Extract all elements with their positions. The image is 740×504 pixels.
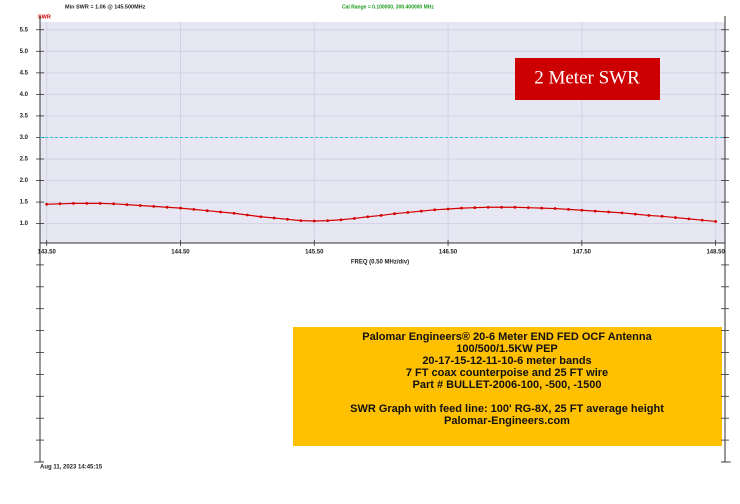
data-point (567, 207, 570, 211)
data-point (326, 219, 330, 222)
data-point (593, 209, 597, 213)
x-tick-label: 144.50 (171, 250, 190, 256)
data-point (553, 207, 557, 210)
y-tick-label: 3.0 (20, 135, 29, 141)
min-swr: Min SWR = 1.06 @ 145.500MHz (65, 4, 146, 10)
x-tick-label: 143.50 (38, 250, 57, 256)
data-point (647, 214, 651, 217)
note-line: Part # BULLET-2006-100, -500, -1500 (413, 379, 602, 391)
data-point (245, 213, 249, 217)
x-tick-label: 148.50 (706, 250, 725, 256)
timestamp: Aug 11, 2023 14:45:15 (40, 465, 103, 471)
chart-title: 2 Meter SWR (534, 67, 640, 88)
data-point (714, 220, 718, 223)
data-point (540, 206, 544, 210)
data-point (446, 207, 450, 211)
y-tick-label: 1.0 (20, 221, 29, 227)
data-point (152, 204, 156, 208)
data-point (486, 205, 490, 209)
data-point (138, 204, 142, 207)
cal-range: Cal Range = 0.100000, 300.400000 MHz (342, 4, 434, 10)
x-tick-label: 147.50 (573, 250, 592, 256)
note-line: 100/500/1.5KW PEP (456, 343, 558, 355)
data-point (393, 212, 396, 216)
plot-area (40, 22, 725, 243)
data-point (580, 208, 584, 212)
y-tick-label: 4.5 (20, 70, 29, 76)
data-point (526, 206, 530, 210)
data-point (299, 219, 303, 222)
data-point (366, 215, 370, 219)
data-point (286, 217, 289, 221)
y-tick-label: 4.0 (20, 92, 29, 98)
y-tick-label: 1.5 (20, 200, 29, 206)
data-point (500, 205, 503, 209)
data-point (85, 201, 89, 205)
data-point (419, 209, 423, 213)
data-point (633, 212, 637, 216)
data-point (460, 206, 463, 210)
y-tick-label: 2.0 (20, 178, 29, 184)
data-point (660, 214, 664, 218)
note-line: 20-17-15-12-11-10-6 meter bands (422, 355, 591, 367)
data-point (473, 206, 477, 210)
x-tick-label: 145.50 (305, 250, 324, 256)
x-tick-label: 146.50 (439, 250, 458, 256)
data-point (45, 202, 49, 206)
data-point (232, 211, 236, 215)
data-point (353, 217, 356, 220)
note-line: 7 FT coax counterpoise and 25 FT wire (406, 367, 608, 379)
data-point (98, 201, 102, 205)
data-point (687, 217, 691, 221)
grid (40, 22, 725, 243)
y-tick-label: 5.5 (20, 27, 29, 33)
data-point (192, 207, 196, 211)
note-line: Palomar Engineers® 20-6 Meter END FED OC… (362, 331, 652, 343)
data-point (339, 218, 343, 222)
y-tick-label: 5.0 (20, 49, 29, 55)
note-line: SWR Graph with feed line: 100' RG-8X, 25… (350, 403, 664, 415)
data-point (259, 215, 263, 219)
data-point (513, 205, 517, 209)
data-point (607, 210, 611, 214)
data-point (433, 208, 437, 212)
data-point (179, 206, 182, 210)
title-box (515, 58, 660, 100)
y-tick-label: 2.5 (20, 157, 29, 163)
data-point (58, 202, 62, 206)
data-point (165, 205, 169, 209)
y-tick-label: 3.5 (20, 113, 29, 119)
data-point (406, 211, 410, 214)
data-point (272, 216, 276, 220)
note-line: Palomar-Engineers.com (444, 415, 570, 427)
data-point (312, 219, 316, 223)
data-point (674, 216, 677, 219)
data-point (112, 202, 115, 206)
y-axis-label: SWR (38, 14, 51, 20)
data-point (125, 203, 129, 207)
data-point (700, 218, 704, 222)
data-point (72, 201, 75, 205)
x-axis-label: FREQ (0.50 MHz/div) (351, 260, 409, 266)
note-box (293, 327, 722, 446)
data-point (205, 209, 209, 213)
data-point (219, 210, 223, 214)
data-point (620, 211, 624, 215)
data-point (379, 214, 383, 217)
